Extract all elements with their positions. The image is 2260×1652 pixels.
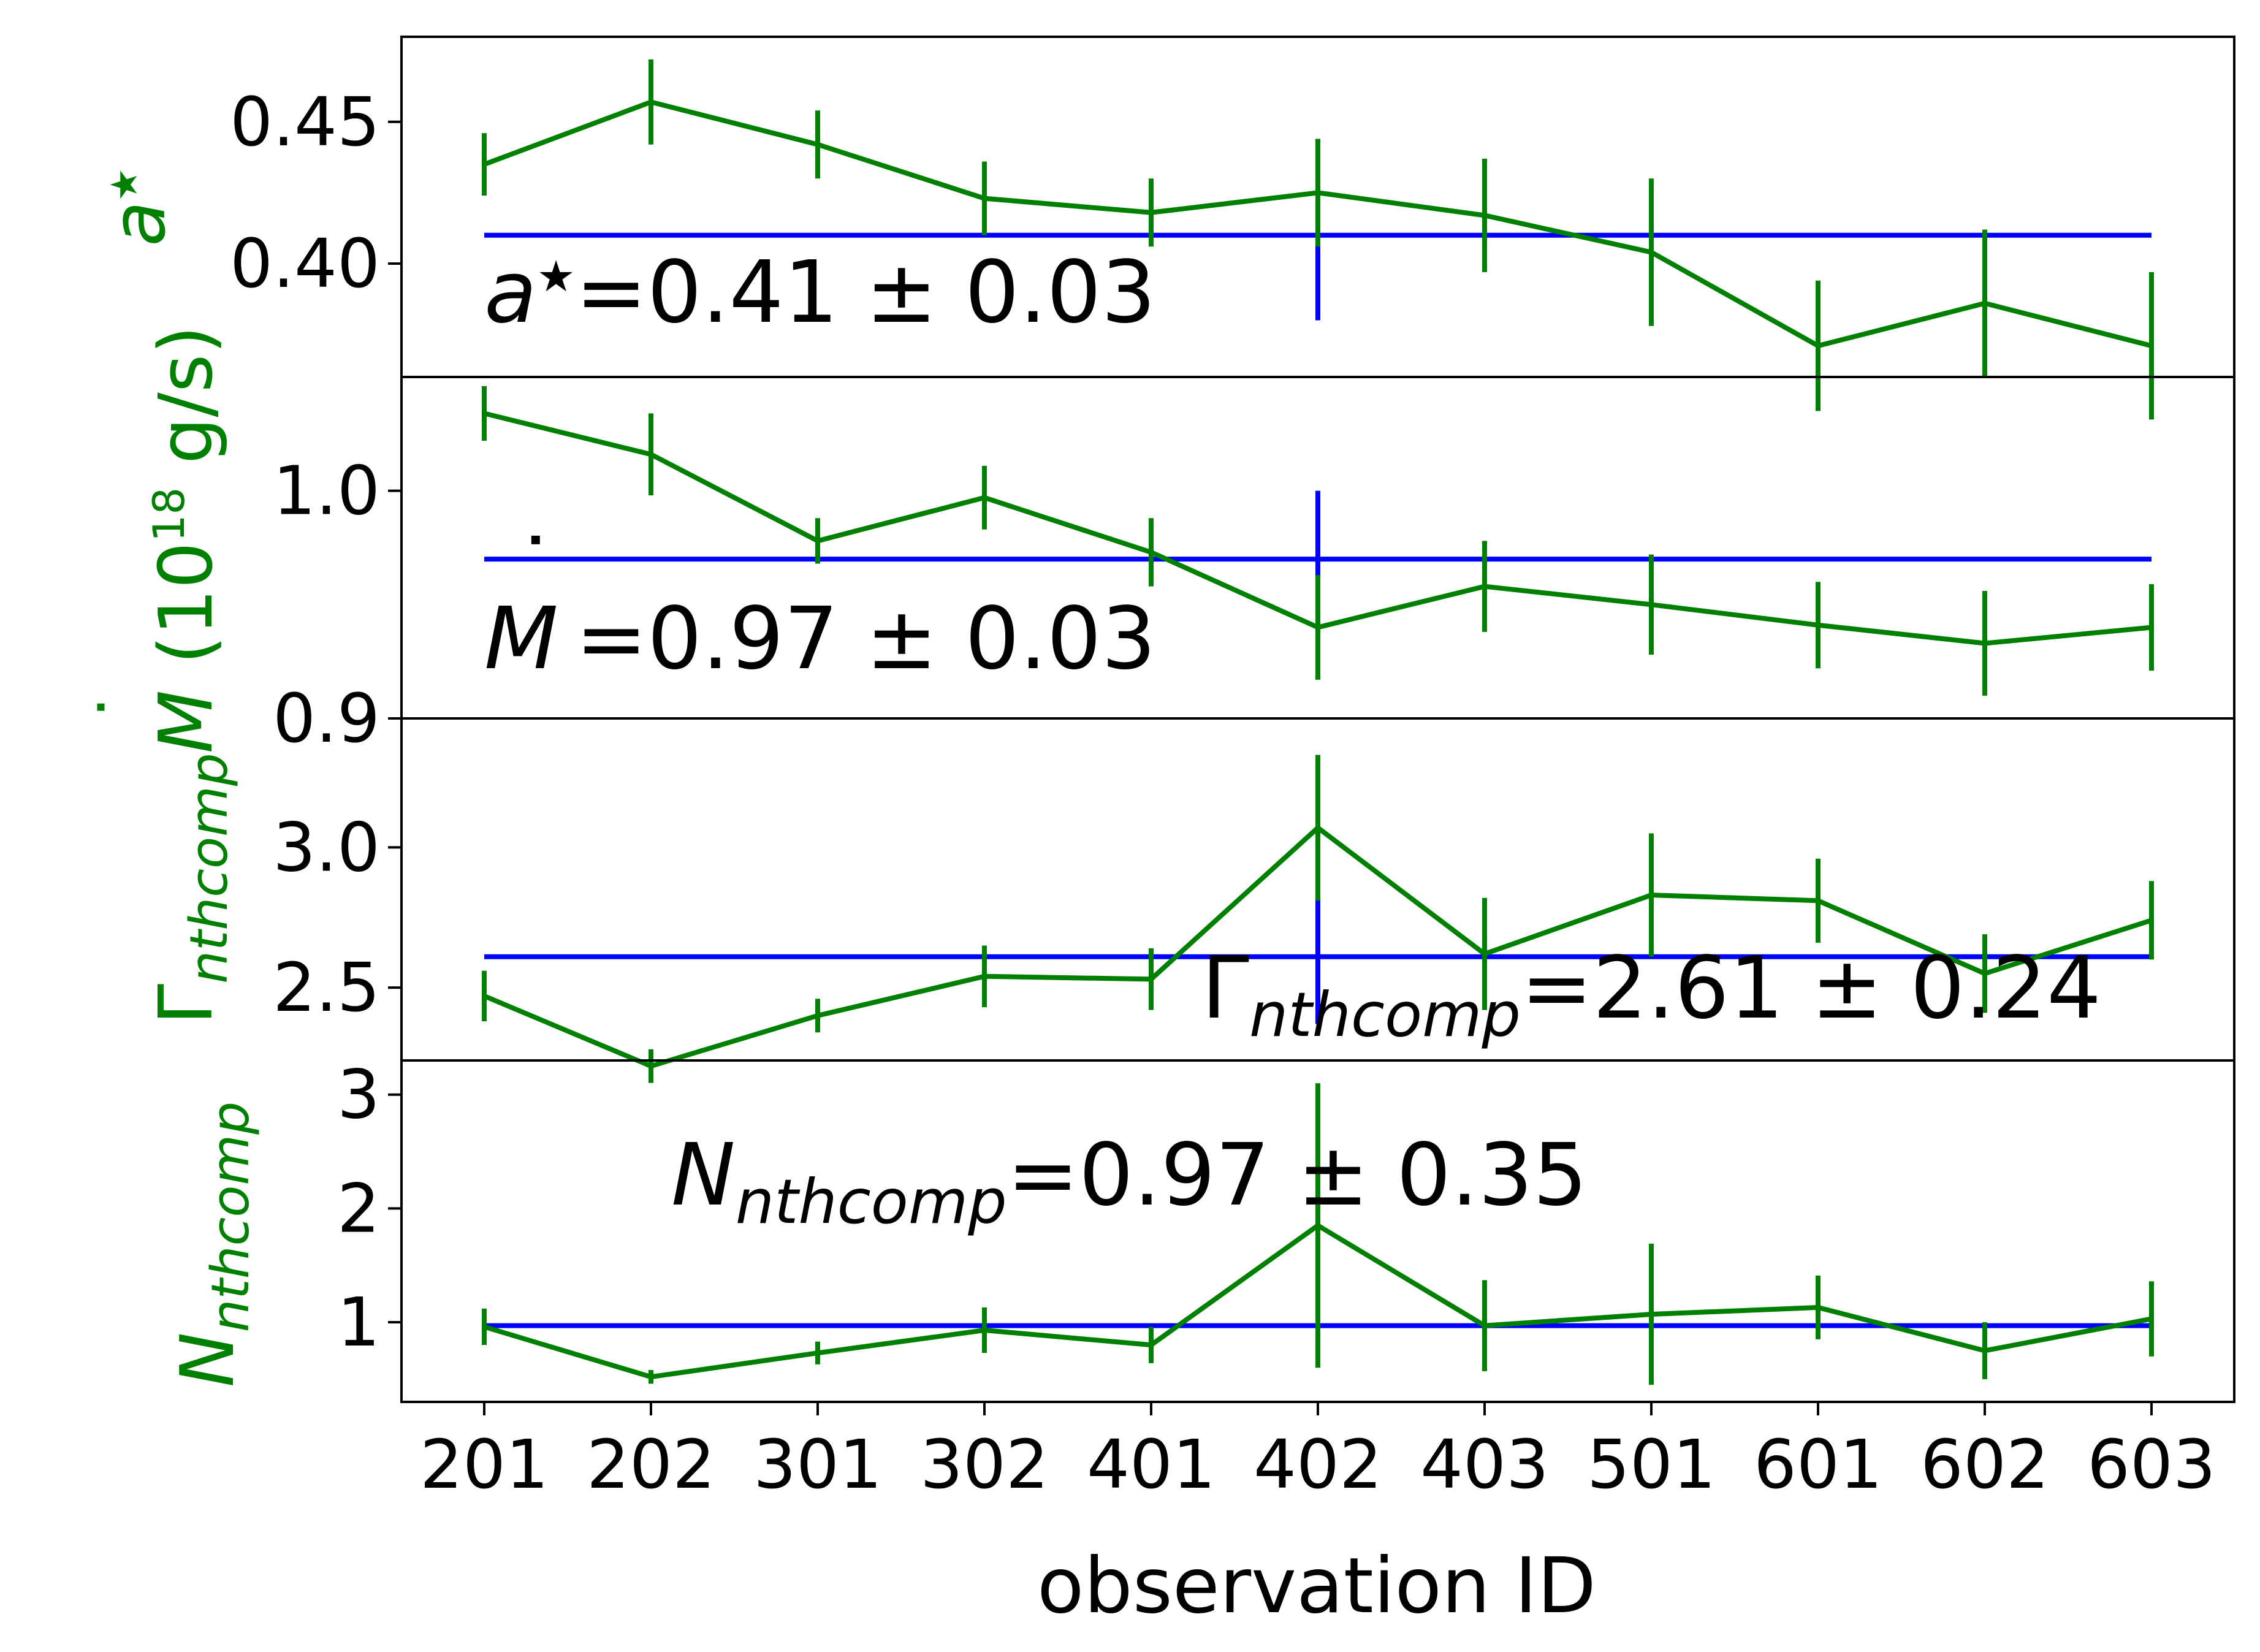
x-tick-label: 602	[1920, 1425, 2049, 1504]
x-tick-label: 301	[753, 1425, 882, 1504]
x-tick-label: 501	[1587, 1425, 1716, 1504]
x-tick-label: 603	[2087, 1425, 2216, 1504]
ylabel-norm: Nnthcomp	[166, 1102, 261, 1387]
y-tick-label: 0.45	[230, 83, 380, 161]
annotation-norm: Nnthcomp=0.97 ± 0.35	[671, 1125, 1588, 1238]
y-tick-label: 3.0	[273, 808, 380, 886]
ylabel-gamma: Γnthcomp	[144, 753, 240, 1024]
panel-2: 0.9 1.0	[273, 376, 2235, 758]
y-tick-label: 1	[337, 1283, 380, 1361]
x-axis-label: observation ID	[1037, 1542, 1596, 1631]
y-tick-label: 1.0	[273, 452, 380, 530]
y-tick-label: 0.40	[230, 224, 380, 303]
annotation-gamma: Γnthcomp=2.61 ± 0.24	[1201, 938, 2101, 1051]
y-tick-label: 0.9	[273, 679, 380, 758]
ylabel-mdot: M˙(1018 g/s)	[86, 325, 229, 753]
y-tick-label: 2.5	[273, 948, 380, 1027]
x-tick-label: 403	[1420, 1425, 1549, 1504]
x-axis: 201 202 301 302 401 402 403 501 601 602 603	[420, 1402, 2216, 1504]
x-tick-label: 601	[1754, 1425, 1882, 1504]
y-tick-label: 2	[337, 1169, 380, 1247]
annotation-mdot: M˙=0.97 ± 0.03	[484, 522, 1156, 689]
y-tick-label: 3	[337, 1056, 380, 1134]
x-tick-label: 402	[1254, 1425, 1382, 1504]
x-tick-label: 302	[920, 1425, 1049, 1504]
ylabel-spin: a★	[97, 168, 182, 246]
panel-1: 0.40 0.45	[230, 36, 2235, 420]
x-tick-label: 201	[420, 1425, 549, 1504]
x-tick-label: 401	[1087, 1425, 1216, 1504]
annotation-spin: a★=0.41 ± 0.03	[484, 243, 1156, 343]
x-tick-label: 202	[587, 1425, 715, 1504]
panels: 0.40 0.45 0.9 1.0 2.5 3.0 1 2 3	[230, 36, 2235, 1403]
